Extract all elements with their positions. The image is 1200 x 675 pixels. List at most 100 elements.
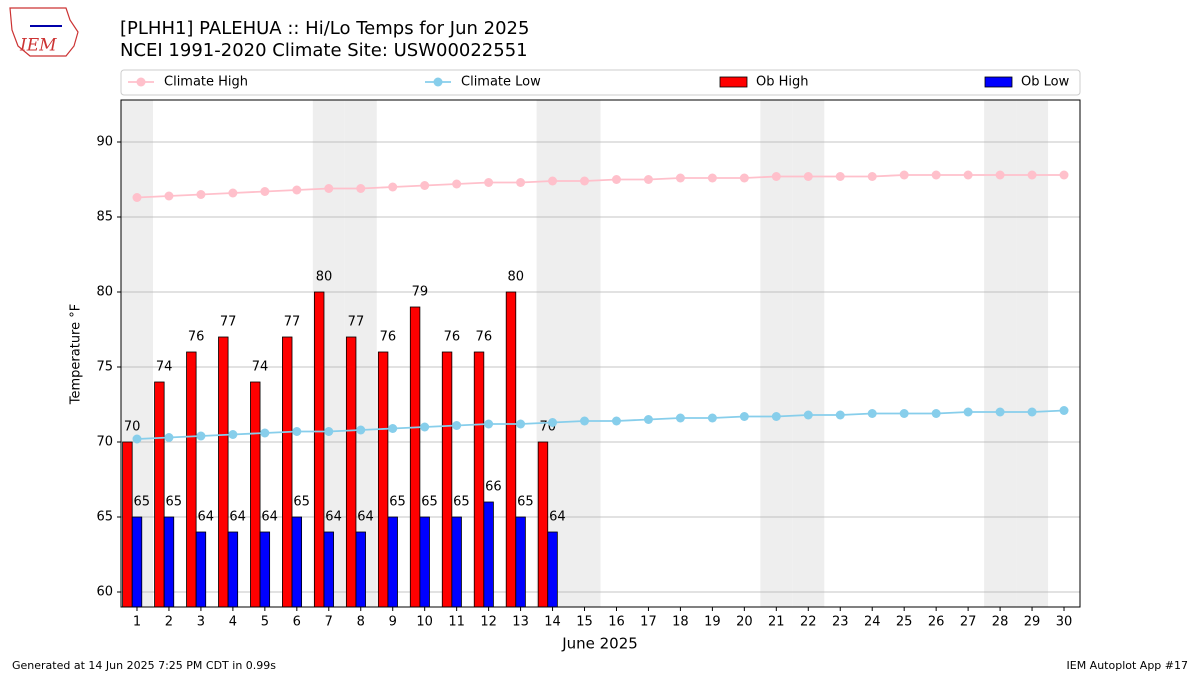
bar (259, 531, 271, 608)
x-tick-label: 12 (480, 615, 497, 630)
bar-label: 65 (453, 495, 470, 510)
x-tick-label: 19 (704, 615, 721, 630)
line-point (228, 188, 238, 198)
bar-label: 74 (252, 360, 269, 375)
line-point (228, 430, 238, 439)
x-tick-label: 15 (576, 615, 593, 630)
bar (313, 291, 325, 608)
y-tick-label: 75 (96, 360, 113, 375)
y-tick-label: 90 (96, 135, 113, 150)
bar (154, 381, 165, 608)
bar-label: 74 (156, 360, 173, 375)
chart-title: [PLHH1] PALEHUA :: Hi/Lo Temps for Jun 2… (120, 18, 529, 39)
line-point (356, 184, 366, 193)
bar (122, 441, 133, 608)
line-point (260, 187, 270, 196)
legend-label: Ob High (756, 75, 809, 90)
bar (131, 516, 143, 608)
line-point (611, 416, 621, 426)
bar (409, 306, 421, 608)
line-point (580, 416, 590, 426)
weekend-shade (1016, 100, 1049, 607)
line-point (548, 176, 558, 186)
logo: IEM (9, 7, 79, 57)
bar-label: 76 (444, 330, 461, 345)
x-tick-label: 21 (768, 615, 785, 630)
line-point (196, 190, 206, 199)
bar-label: 64 (229, 510, 246, 525)
bar (451, 516, 462, 608)
bar-label: 65 (293, 495, 310, 510)
line-point (963, 407, 973, 417)
bar (441, 351, 453, 608)
x-tick-label: 25 (896, 615, 913, 630)
legend-marker (136, 77, 146, 87)
x-tick-label: 30 (1056, 615, 1073, 630)
bar (483, 501, 494, 608)
line-point (516, 178, 526, 187)
legend-swatch (719, 76, 748, 88)
line-point (771, 412, 781, 421)
plot-frame (120, 99, 1081, 608)
bar (505, 291, 517, 608)
legend-label: Climate Low (461, 75, 541, 90)
bar (547, 531, 558, 608)
x-tick-label: 10 (416, 615, 433, 630)
line-point (580, 176, 590, 186)
line (136, 174, 1065, 199)
x-tick-label: 6 (293, 615, 301, 630)
x-tick-label: 13 (512, 615, 529, 630)
bar (250, 381, 261, 608)
line-point (516, 419, 526, 429)
bar-label: 76 (476, 330, 493, 345)
line-point (739, 412, 749, 421)
line-point (675, 173, 685, 183)
x-tick-label: 1 (133, 615, 141, 630)
line-point (324, 184, 334, 193)
bar (473, 351, 485, 608)
footer-left: Generated at 14 Jun 2025 7:25 PM CDT in … (12, 659, 276, 672)
bar (515, 516, 526, 608)
line-point (420, 181, 430, 190)
line-point (132, 193, 142, 202)
bar-label: 65 (389, 495, 406, 510)
x-tick-label: 17 (640, 615, 657, 630)
weekend-shade (792, 100, 825, 607)
x-tick-label: 29 (1024, 615, 1041, 630)
bar (323, 531, 334, 608)
bar-label: 80 (316, 270, 333, 285)
x-tick-label: 16 (608, 615, 625, 630)
legend-marker (433, 77, 443, 87)
x-tick-label: 5 (261, 615, 269, 630)
x-tick-label: 26 (928, 615, 945, 630)
line-point (867, 172, 877, 181)
bar-label: 76 (380, 330, 397, 345)
line-point (324, 427, 334, 436)
bar (355, 531, 366, 608)
bar-label: 77 (284, 315, 301, 330)
line-point (643, 415, 653, 424)
bar-label: 64 (261, 510, 278, 525)
line-point (548, 418, 558, 427)
line-point (388, 424, 398, 433)
weekend-shade (760, 100, 793, 607)
line-point (995, 407, 1005, 417)
line-point (931, 409, 941, 418)
bar (377, 351, 389, 608)
x-tick-label: 7 (325, 615, 333, 630)
line-point (388, 182, 398, 192)
bar-label: 65 (517, 495, 534, 510)
x-tick-label: 28 (992, 615, 1009, 630)
line-point (931, 170, 941, 180)
bar-label: 65 (165, 495, 182, 510)
bar-label: 64 (549, 510, 566, 525)
line-point (356, 425, 366, 435)
bar-label: 80 (508, 270, 525, 285)
line-point (164, 433, 174, 442)
line-point (867, 409, 877, 418)
x-tick-label: 27 (960, 615, 977, 630)
bar-label: 65 (421, 495, 438, 510)
line-point (995, 170, 1005, 180)
bar-label: 64 (357, 510, 374, 525)
x-tick-label: 11 (448, 615, 465, 630)
